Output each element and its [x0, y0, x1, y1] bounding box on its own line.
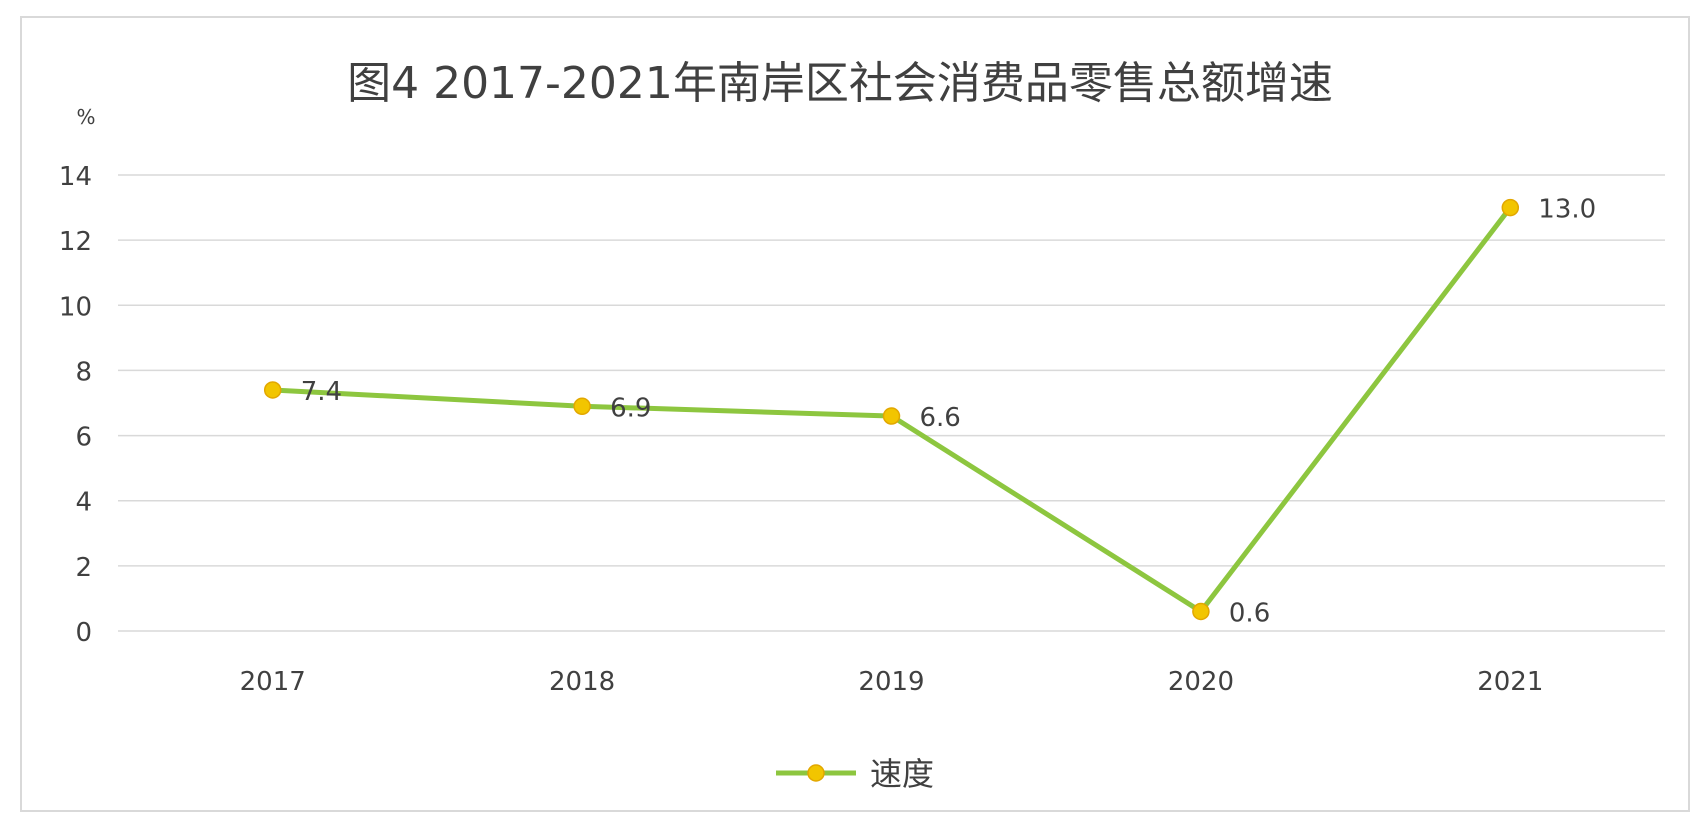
x-axis-ticks: 2017 2018 2019 2020 2021: [240, 667, 1544, 697]
x-tick-label: 2018: [549, 667, 615, 697]
data-point: [573, 397, 591, 416]
data-label: 6.6: [920, 403, 961, 433]
y-tick-label: 8: [75, 357, 92, 387]
y-tick-label: 12: [59, 227, 92, 257]
data-label: 0.6: [1229, 598, 1270, 628]
y-tick-label: 14: [59, 162, 92, 192]
x-tick-label: 2017: [240, 667, 306, 697]
data-point: [263, 381, 282, 399]
data-label: 6.9: [610, 393, 651, 423]
y-tick-label: 4: [75, 488, 92, 518]
legend-label: 速度: [870, 755, 934, 793]
data-point: [1501, 198, 1520, 217]
y-axis-ticks: 0 2 4 6 8 10 12 14: [59, 162, 92, 648]
series-layer: 7.4 6.9 6.6 0.6 13.0: [263, 195, 1596, 628]
x-tick-label: 2021: [1477, 667, 1543, 697]
y-unit-label: %: [76, 105, 95, 129]
legend-marker-swatch: [807, 764, 825, 782]
y-tick-label: 6: [75, 423, 92, 453]
gridlines: [118, 174, 1665, 632]
y-tick-label: 10: [59, 292, 92, 322]
y-tick-label: 0: [75, 618, 92, 648]
chart-title: 图4 2017-2021年南岸区社会消费品零售总额增速: [347, 58, 1333, 109]
data-point: [882, 407, 901, 425]
legend: 速度: [776, 755, 934, 793]
data-point: [1192, 602, 1210, 621]
x-tick-label: 2020: [1168, 667, 1234, 697]
data-label: 13.0: [1538, 195, 1596, 225]
y-tick-label: 2: [75, 553, 92, 583]
x-tick-label: 2019: [858, 667, 924, 697]
data-label: 7.4: [301, 377, 342, 407]
